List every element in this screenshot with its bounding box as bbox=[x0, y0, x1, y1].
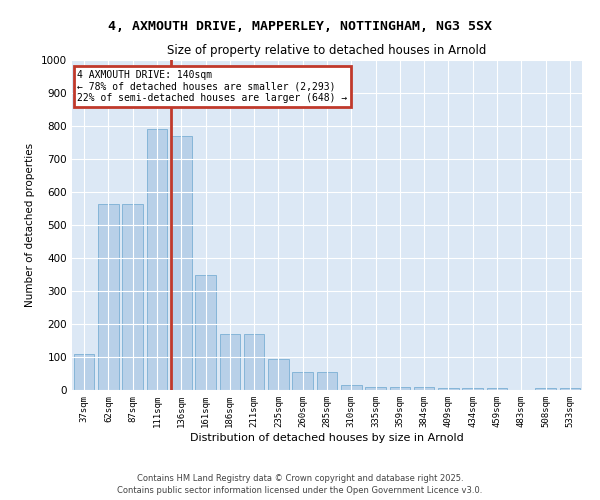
Bar bbox=[292, 372, 313, 390]
Bar bbox=[146, 130, 167, 390]
Y-axis label: Number of detached properties: Number of detached properties bbox=[25, 143, 35, 307]
Bar bbox=[560, 388, 580, 390]
Bar bbox=[463, 388, 483, 390]
Bar bbox=[98, 204, 119, 390]
Bar bbox=[389, 386, 410, 390]
Bar bbox=[317, 372, 337, 390]
Bar bbox=[438, 388, 459, 390]
Bar bbox=[195, 274, 216, 390]
Bar bbox=[268, 358, 289, 390]
Bar bbox=[122, 204, 143, 390]
Bar bbox=[487, 388, 508, 390]
Bar bbox=[220, 334, 240, 390]
Bar bbox=[535, 388, 556, 390]
Bar bbox=[365, 386, 386, 390]
Title: Size of property relative to detached houses in Arnold: Size of property relative to detached ho… bbox=[167, 44, 487, 58]
X-axis label: Distribution of detached houses by size in Arnold: Distribution of detached houses by size … bbox=[190, 432, 464, 442]
Text: 4, AXMOUTH DRIVE, MAPPERLEY, NOTTINGHAM, NG3 5SX: 4, AXMOUTH DRIVE, MAPPERLEY, NOTTINGHAM,… bbox=[108, 20, 492, 33]
Bar bbox=[341, 385, 362, 390]
Text: Contains HM Land Registry data © Crown copyright and database right 2025.
Contai: Contains HM Land Registry data © Crown c… bbox=[118, 474, 482, 495]
Text: 4 AXMOUTH DRIVE: 140sqm
← 78% of detached houses are smaller (2,293)
22% of semi: 4 AXMOUTH DRIVE: 140sqm ← 78% of detache… bbox=[77, 70, 347, 103]
Bar bbox=[414, 386, 434, 390]
Bar bbox=[74, 354, 94, 390]
Bar bbox=[244, 334, 265, 390]
Bar bbox=[171, 136, 191, 390]
